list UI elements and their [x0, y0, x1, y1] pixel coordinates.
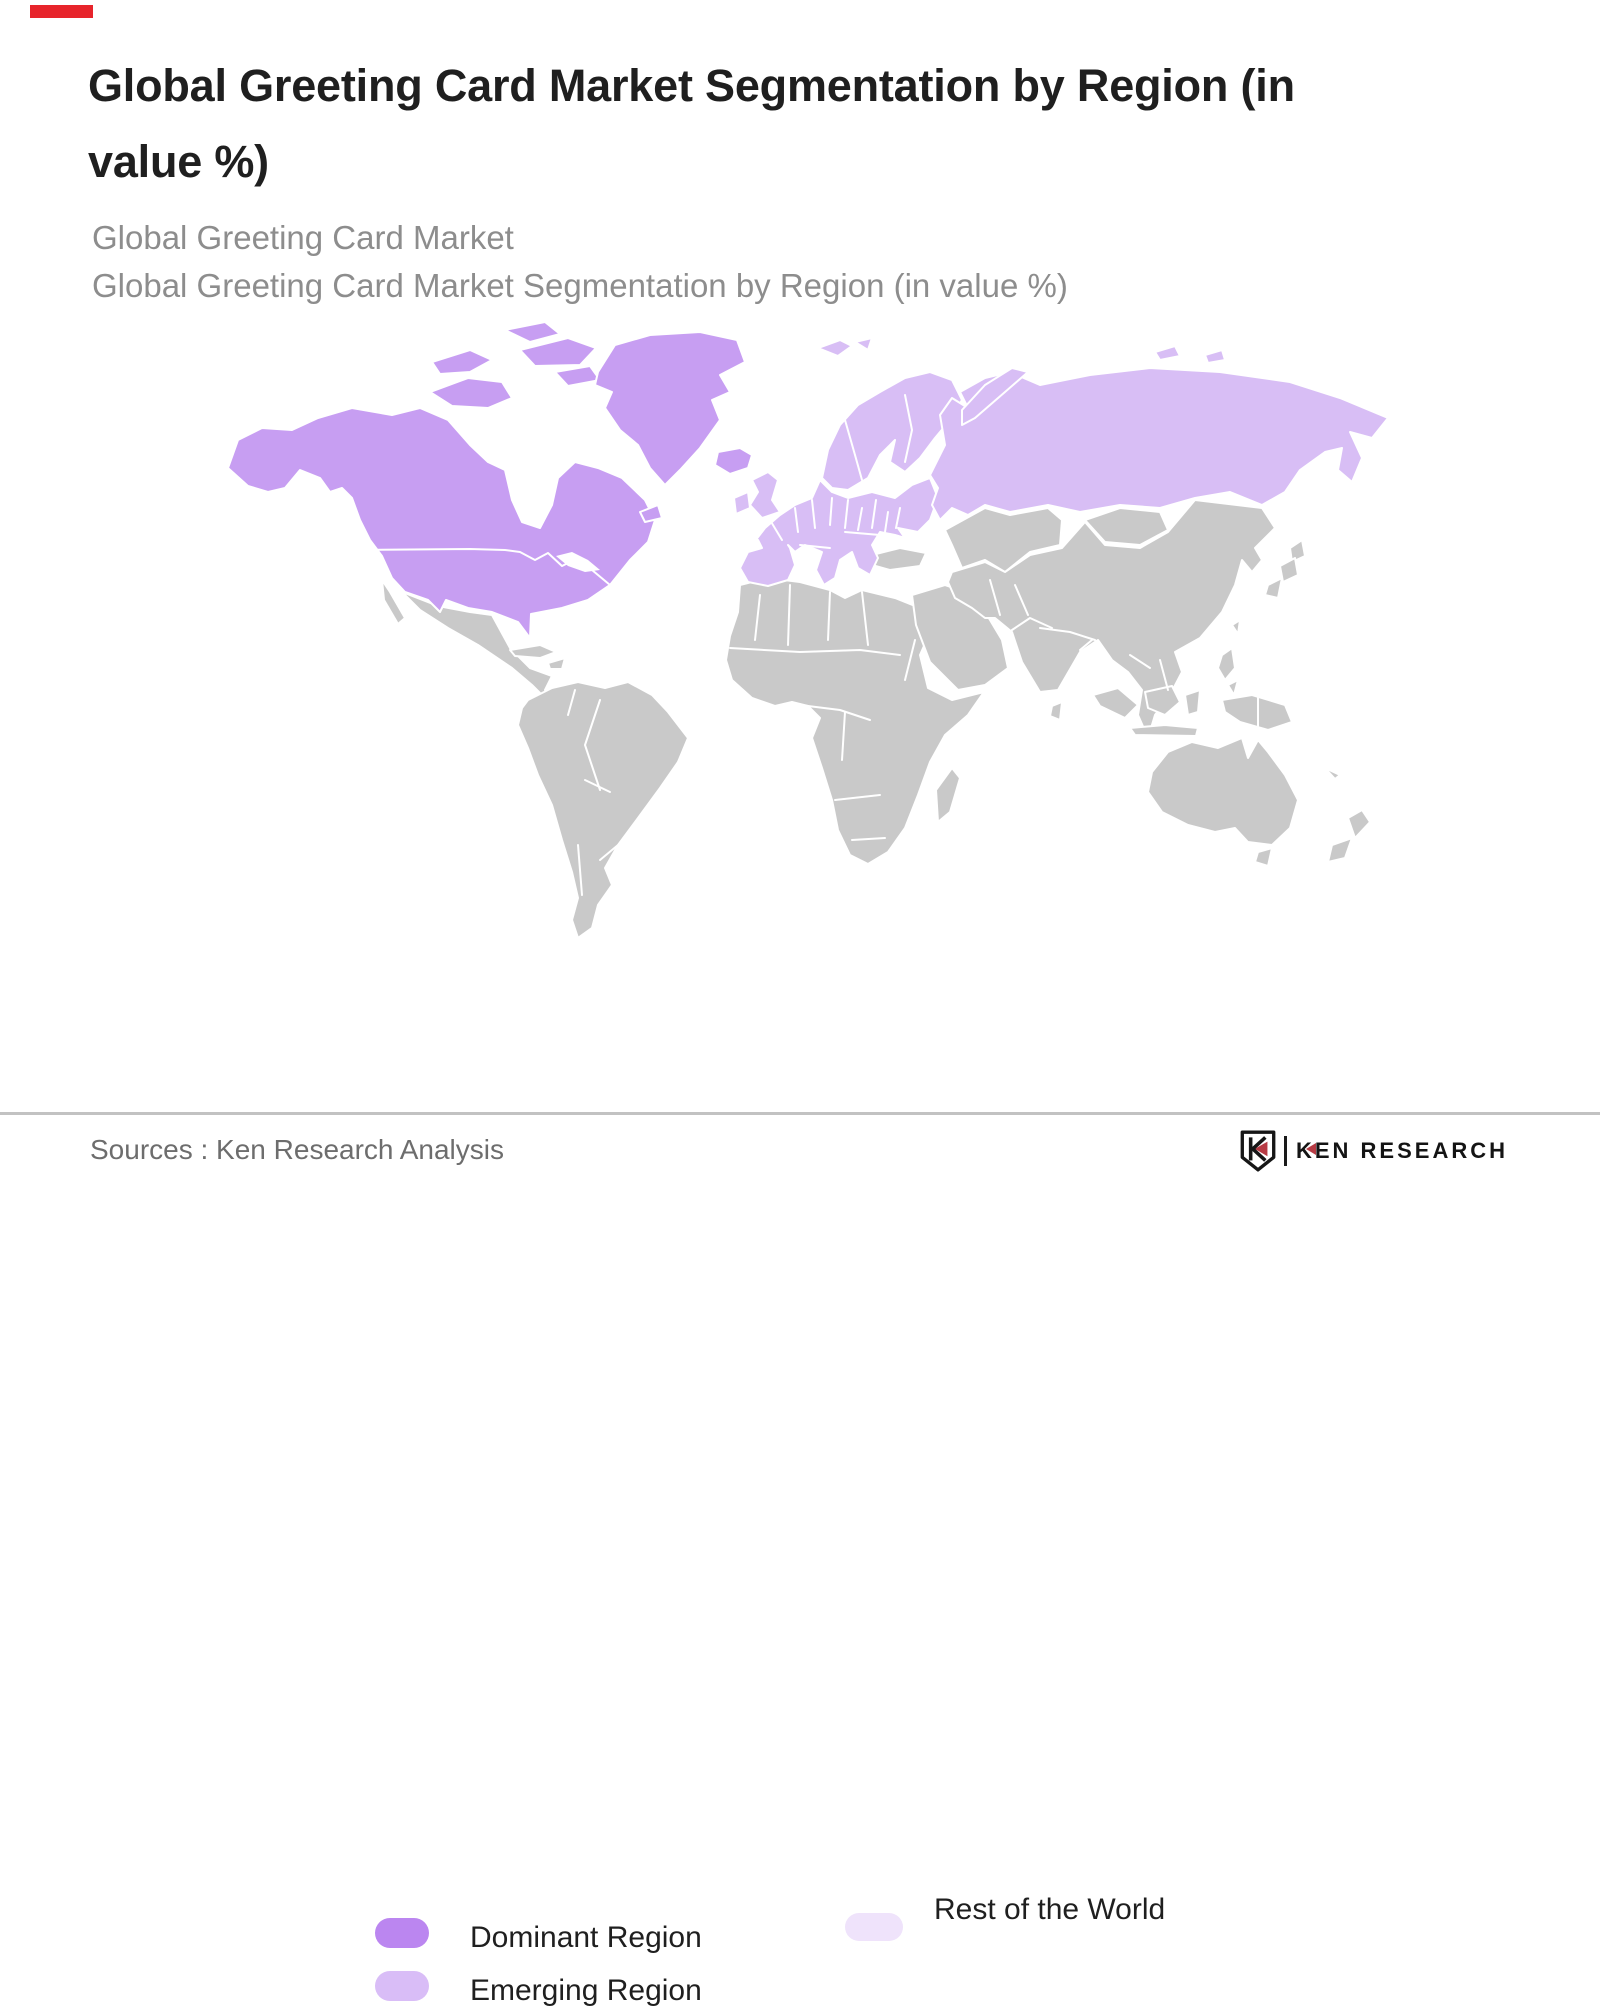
legend-label-dominant: Dominant Region: [470, 1921, 702, 1954]
map-ireland: [733, 491, 751, 515]
map-japan-3: [1264, 577, 1283, 599]
legend-swatch-dominant: [375, 1918, 429, 1948]
logo-divider: [1283, 1136, 1287, 1166]
map-united-kingdom: [749, 471, 781, 519]
map-africa: [725, 577, 985, 865]
map-baja: [381, 579, 406, 625]
page-title-line1: Global Greeting Card Market Segmentation…: [88, 60, 1295, 111]
map-turkey: [867, 547, 927, 571]
map-tasmania: [1254, 847, 1273, 867]
map-severnaya-zemlya: [1154, 345, 1181, 361]
map-kazakhstan: [944, 507, 1063, 573]
logo-red-triangle-icon: [1305, 1143, 1316, 1155]
map-russia: [929, 367, 1389, 521]
map-novaya-zemlya: [961, 367, 1029, 426]
logo-wordmark: KEN RESEARCH: [1296, 1138, 1508, 1164]
map-iceland: [714, 447, 753, 475]
sources-text: Sources : Ken Research Analysis: [90, 1134, 504, 1165]
map-cuba: [509, 644, 557, 659]
chart-subtitle-1: Global Greeting Card Market: [92, 219, 514, 256]
logo-shield-icon: [1240, 1130, 1276, 1172]
map-newfoundland: [639, 504, 663, 523]
legend-label-emerging: Emerging Region: [470, 1974, 702, 2007]
legend-label-rest-of-world: Rest of the World: [934, 1893, 1166, 1926]
legend-swatch-rest-of-world: [845, 1913, 903, 1941]
map-new-guinea: [1221, 694, 1293, 731]
map-arctic-isle-east: [1204, 349, 1226, 364]
map-japan-2: [1279, 557, 1299, 583]
map-australia: [1147, 737, 1299, 846]
map-scandinavia: [821, 371, 963, 491]
map-dominant-regions: [227, 321, 753, 639]
legend: Dominant Region Emerging Region Rest of …: [0, 940, 1600, 2007]
map-arctic-island-3: [519, 337, 597, 367]
map-rest-of-world-regions: [381, 499, 1371, 939]
map-madagascar: [935, 767, 961, 823]
map-asia-mainland: [947, 499, 1276, 739]
map-great-lakes: [556, 552, 600, 572]
map-new-zealand-north: [1347, 809, 1371, 839]
map-philippines: [1217, 647, 1236, 681]
map-taiwan: [1231, 619, 1241, 635]
map-country-borders: [357, 394, 1259, 896]
map-mexico-central-america: [401, 591, 586, 731]
map-arctic-island-2: [431, 349, 493, 375]
page-title: Global Greeting Card Market Segmentation…: [88, 48, 1508, 200]
map-hispaniola: [547, 657, 566, 670]
ken-research-logo: KEN RESEARCH: [1239, 1128, 1508, 1174]
map-philippines-2: [1227, 679, 1239, 696]
map-svalbard-2: [854, 337, 873, 351]
map-europe-mainland: [739, 477, 939, 587]
footer-divider: [0, 1112, 1600, 1115]
map-arctic-island-4: [504, 321, 561, 343]
map-borneo: [1144, 685, 1181, 716]
map-new-zealand-south: [1327, 837, 1353, 863]
map-greenland: [594, 331, 746, 486]
map-japan-1: [1289, 539, 1306, 563]
map-arctic-island-1: [429, 377, 513, 409]
map-arctic-island-5: [554, 365, 601, 387]
map-java: [1129, 724, 1199, 737]
map-south-america: [517, 681, 689, 939]
map-sumatra: [1092, 687, 1139, 719]
map-mongolia: [1084, 507, 1169, 546]
map-inland-water: [556, 552, 600, 572]
red-accent-bar: [30, 5, 93, 18]
map-emerging-regions: [733, 337, 1389, 587]
slide: { "header": { "title": "Global Greeting …: [0, 5, 1600, 2007]
chart-subtitle-2: Global Greeting Card Market Segmentation…: [92, 267, 1068, 304]
legend-swatch-emerging: [375, 1971, 429, 2001]
map-sulawesi: [1184, 689, 1201, 716]
map-new-caledonia: [1324, 767, 1341, 780]
page-title-line2: value %): [88, 136, 269, 187]
map-svalbard-1: [817, 339, 853, 357]
logo-text: KEN RESEARCH: [1295, 1138, 1508, 1163]
map-north-america: [227, 407, 656, 639]
map-arabia: [911, 584, 1009, 691]
map-sri-lanka: [1049, 701, 1063, 721]
